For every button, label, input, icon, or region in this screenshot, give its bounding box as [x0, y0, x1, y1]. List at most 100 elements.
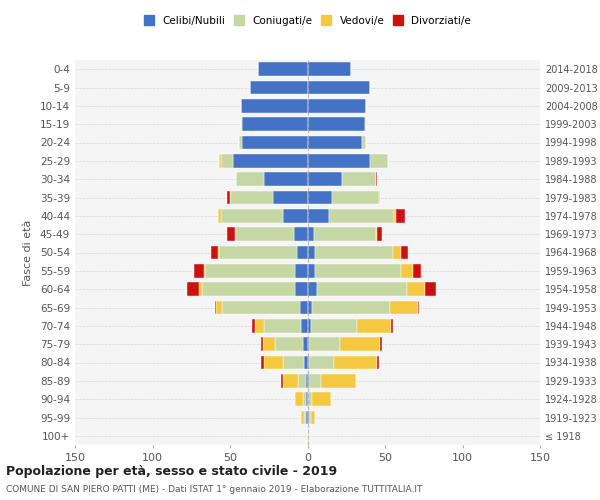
Bar: [263, 338, 275, 351]
Bar: [413, 264, 421, 278]
Bar: [221, 209, 283, 222]
Bar: [308, 172, 341, 186]
Bar: [312, 300, 389, 314]
Bar: [308, 264, 315, 278]
Bar: [187, 282, 199, 296]
Bar: [308, 154, 370, 168]
Bar: [308, 118, 365, 131]
Text: COMUNE DI SAN PIERO PATTI (ME) - Dati ISTAT 1° gennaio 2019 - Elaborazione TUTTI: COMUNE DI SAN PIERO PATTI (ME) - Dati IS…: [6, 485, 422, 494]
Bar: [194, 264, 203, 278]
Bar: [301, 410, 304, 424]
Bar: [255, 319, 264, 332]
Bar: [357, 319, 391, 332]
Bar: [418, 300, 419, 314]
Bar: [295, 282, 308, 296]
Bar: [308, 136, 362, 149]
Bar: [308, 190, 332, 204]
Bar: [309, 338, 340, 351]
Bar: [309, 410, 311, 424]
Bar: [239, 136, 242, 149]
Bar: [311, 410, 315, 424]
Bar: [218, 246, 219, 260]
Bar: [298, 374, 306, 388]
Bar: [309, 374, 322, 388]
Bar: [308, 209, 329, 222]
Bar: [308, 62, 351, 76]
Bar: [241, 99, 308, 112]
Bar: [370, 154, 388, 168]
Bar: [283, 209, 308, 222]
Bar: [401, 246, 408, 260]
Bar: [304, 410, 306, 424]
Bar: [332, 190, 379, 204]
Bar: [301, 319, 308, 332]
Bar: [365, 118, 367, 131]
Bar: [308, 228, 314, 241]
Bar: [308, 338, 309, 351]
Bar: [261, 356, 264, 370]
Bar: [393, 246, 401, 260]
Bar: [317, 282, 407, 296]
Bar: [407, 282, 425, 296]
Bar: [340, 338, 380, 351]
Bar: [219, 246, 296, 260]
Bar: [311, 319, 357, 332]
Bar: [250, 80, 308, 94]
Bar: [264, 356, 283, 370]
Bar: [376, 172, 377, 186]
Bar: [252, 319, 255, 332]
Bar: [222, 300, 300, 314]
Bar: [308, 282, 317, 296]
Text: Popolazione per età, sesso e stato civile - 2019: Popolazione per età, sesso e stato civil…: [6, 465, 337, 478]
Bar: [264, 172, 308, 186]
Bar: [205, 264, 295, 278]
Bar: [233, 154, 308, 168]
Bar: [227, 228, 235, 241]
Bar: [394, 209, 396, 222]
Bar: [308, 429, 309, 442]
Bar: [215, 300, 216, 314]
Bar: [221, 154, 233, 168]
Bar: [203, 264, 205, 278]
Bar: [236, 172, 264, 186]
Bar: [308, 319, 311, 332]
Bar: [235, 228, 293, 241]
Bar: [303, 392, 306, 406]
Bar: [308, 99, 367, 112]
Bar: [312, 392, 331, 406]
Bar: [264, 319, 301, 332]
Bar: [227, 190, 230, 204]
Bar: [315, 246, 393, 260]
Bar: [376, 228, 377, 241]
Bar: [334, 356, 377, 370]
Bar: [308, 80, 370, 94]
Legend: Celibi/Nubili, Coniugati/e, Vedovi/e, Divorziati/e: Celibi/Nubili, Coniugati/e, Vedovi/e, Di…: [140, 12, 475, 30]
Bar: [308, 374, 309, 388]
Bar: [308, 410, 309, 424]
Bar: [306, 392, 308, 406]
Bar: [274, 190, 308, 204]
Bar: [389, 300, 418, 314]
Bar: [295, 264, 308, 278]
Bar: [322, 374, 356, 388]
Bar: [308, 300, 312, 314]
Bar: [211, 246, 218, 260]
Bar: [219, 154, 221, 168]
Bar: [216, 300, 222, 314]
Bar: [380, 338, 382, 351]
Bar: [391, 319, 393, 332]
Bar: [296, 246, 308, 260]
Bar: [283, 356, 304, 370]
Bar: [202, 282, 295, 296]
Bar: [300, 300, 308, 314]
Bar: [293, 228, 308, 241]
Bar: [306, 374, 308, 388]
Bar: [242, 118, 308, 131]
Bar: [377, 228, 382, 241]
Bar: [304, 356, 308, 370]
Y-axis label: Fasce di età: Fasce di età: [23, 220, 33, 286]
Bar: [218, 209, 221, 222]
Bar: [308, 392, 312, 406]
Bar: [230, 190, 274, 204]
Bar: [303, 338, 308, 351]
